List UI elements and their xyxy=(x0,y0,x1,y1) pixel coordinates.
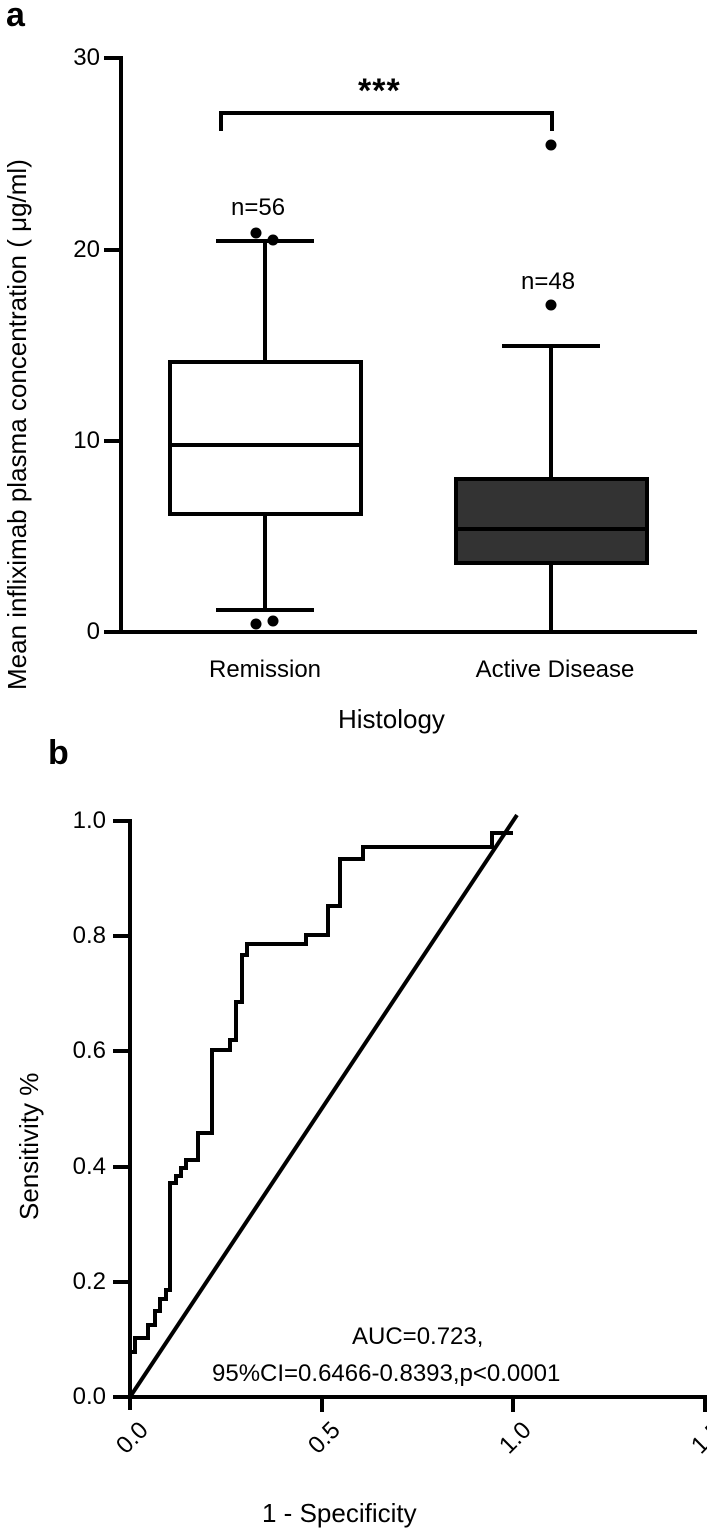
significance-stars: *** xyxy=(358,72,401,110)
auc-annotation: AUC=0.723, xyxy=(352,1323,484,1350)
active-disease-n-label: n=48 xyxy=(521,268,576,295)
roc-curve xyxy=(128,831,513,1397)
roc-y-tick-1.0: 1.0 xyxy=(72,807,106,834)
remission-boxplot xyxy=(168,239,363,612)
panel-label-b: b xyxy=(48,734,69,772)
roc-y-axis-title: Sensitivity % xyxy=(14,1072,44,1220)
boxplot-y-tick-0: 0 xyxy=(86,618,100,645)
panel-label-a: a xyxy=(6,0,25,34)
significance-bracket xyxy=(219,111,554,131)
ci-annotation: 95%CI=0.6466-0.8393,p<0.0001 xyxy=(212,1360,561,1387)
roc-reference-line xyxy=(128,813,519,1399)
roc-y-tick-0.8: 0.8 xyxy=(72,922,106,949)
roc-y-tick-0.6: 0.6 xyxy=(72,1037,106,1064)
active-disease-boxplot xyxy=(454,344,649,632)
boxplot-y-tick-20: 20 xyxy=(73,236,100,263)
roc-y-tick-0.2: 0.2 xyxy=(72,1268,106,1295)
roc-axes xyxy=(113,819,707,1412)
boxplot-x-axis-title: Histology xyxy=(338,704,445,734)
roc-x-axis-title: 1 - Specificity xyxy=(262,1498,417,1528)
category-label-remission: Remission xyxy=(208,656,322,683)
active-disease-outliers xyxy=(545,139,557,311)
roc-y-tick-0.4: 0.4 xyxy=(72,1153,106,1180)
category-label-active-disease: Active Disease xyxy=(475,656,635,683)
boxplot-y-tick-10: 10 xyxy=(73,427,100,454)
remission-n-label: n=56 xyxy=(231,194,286,221)
roc-y-tick-0.0: 0.0 xyxy=(72,1383,106,1410)
boxplot-y-tick-30: 30 xyxy=(73,44,100,71)
remission-outliers xyxy=(250,227,279,630)
